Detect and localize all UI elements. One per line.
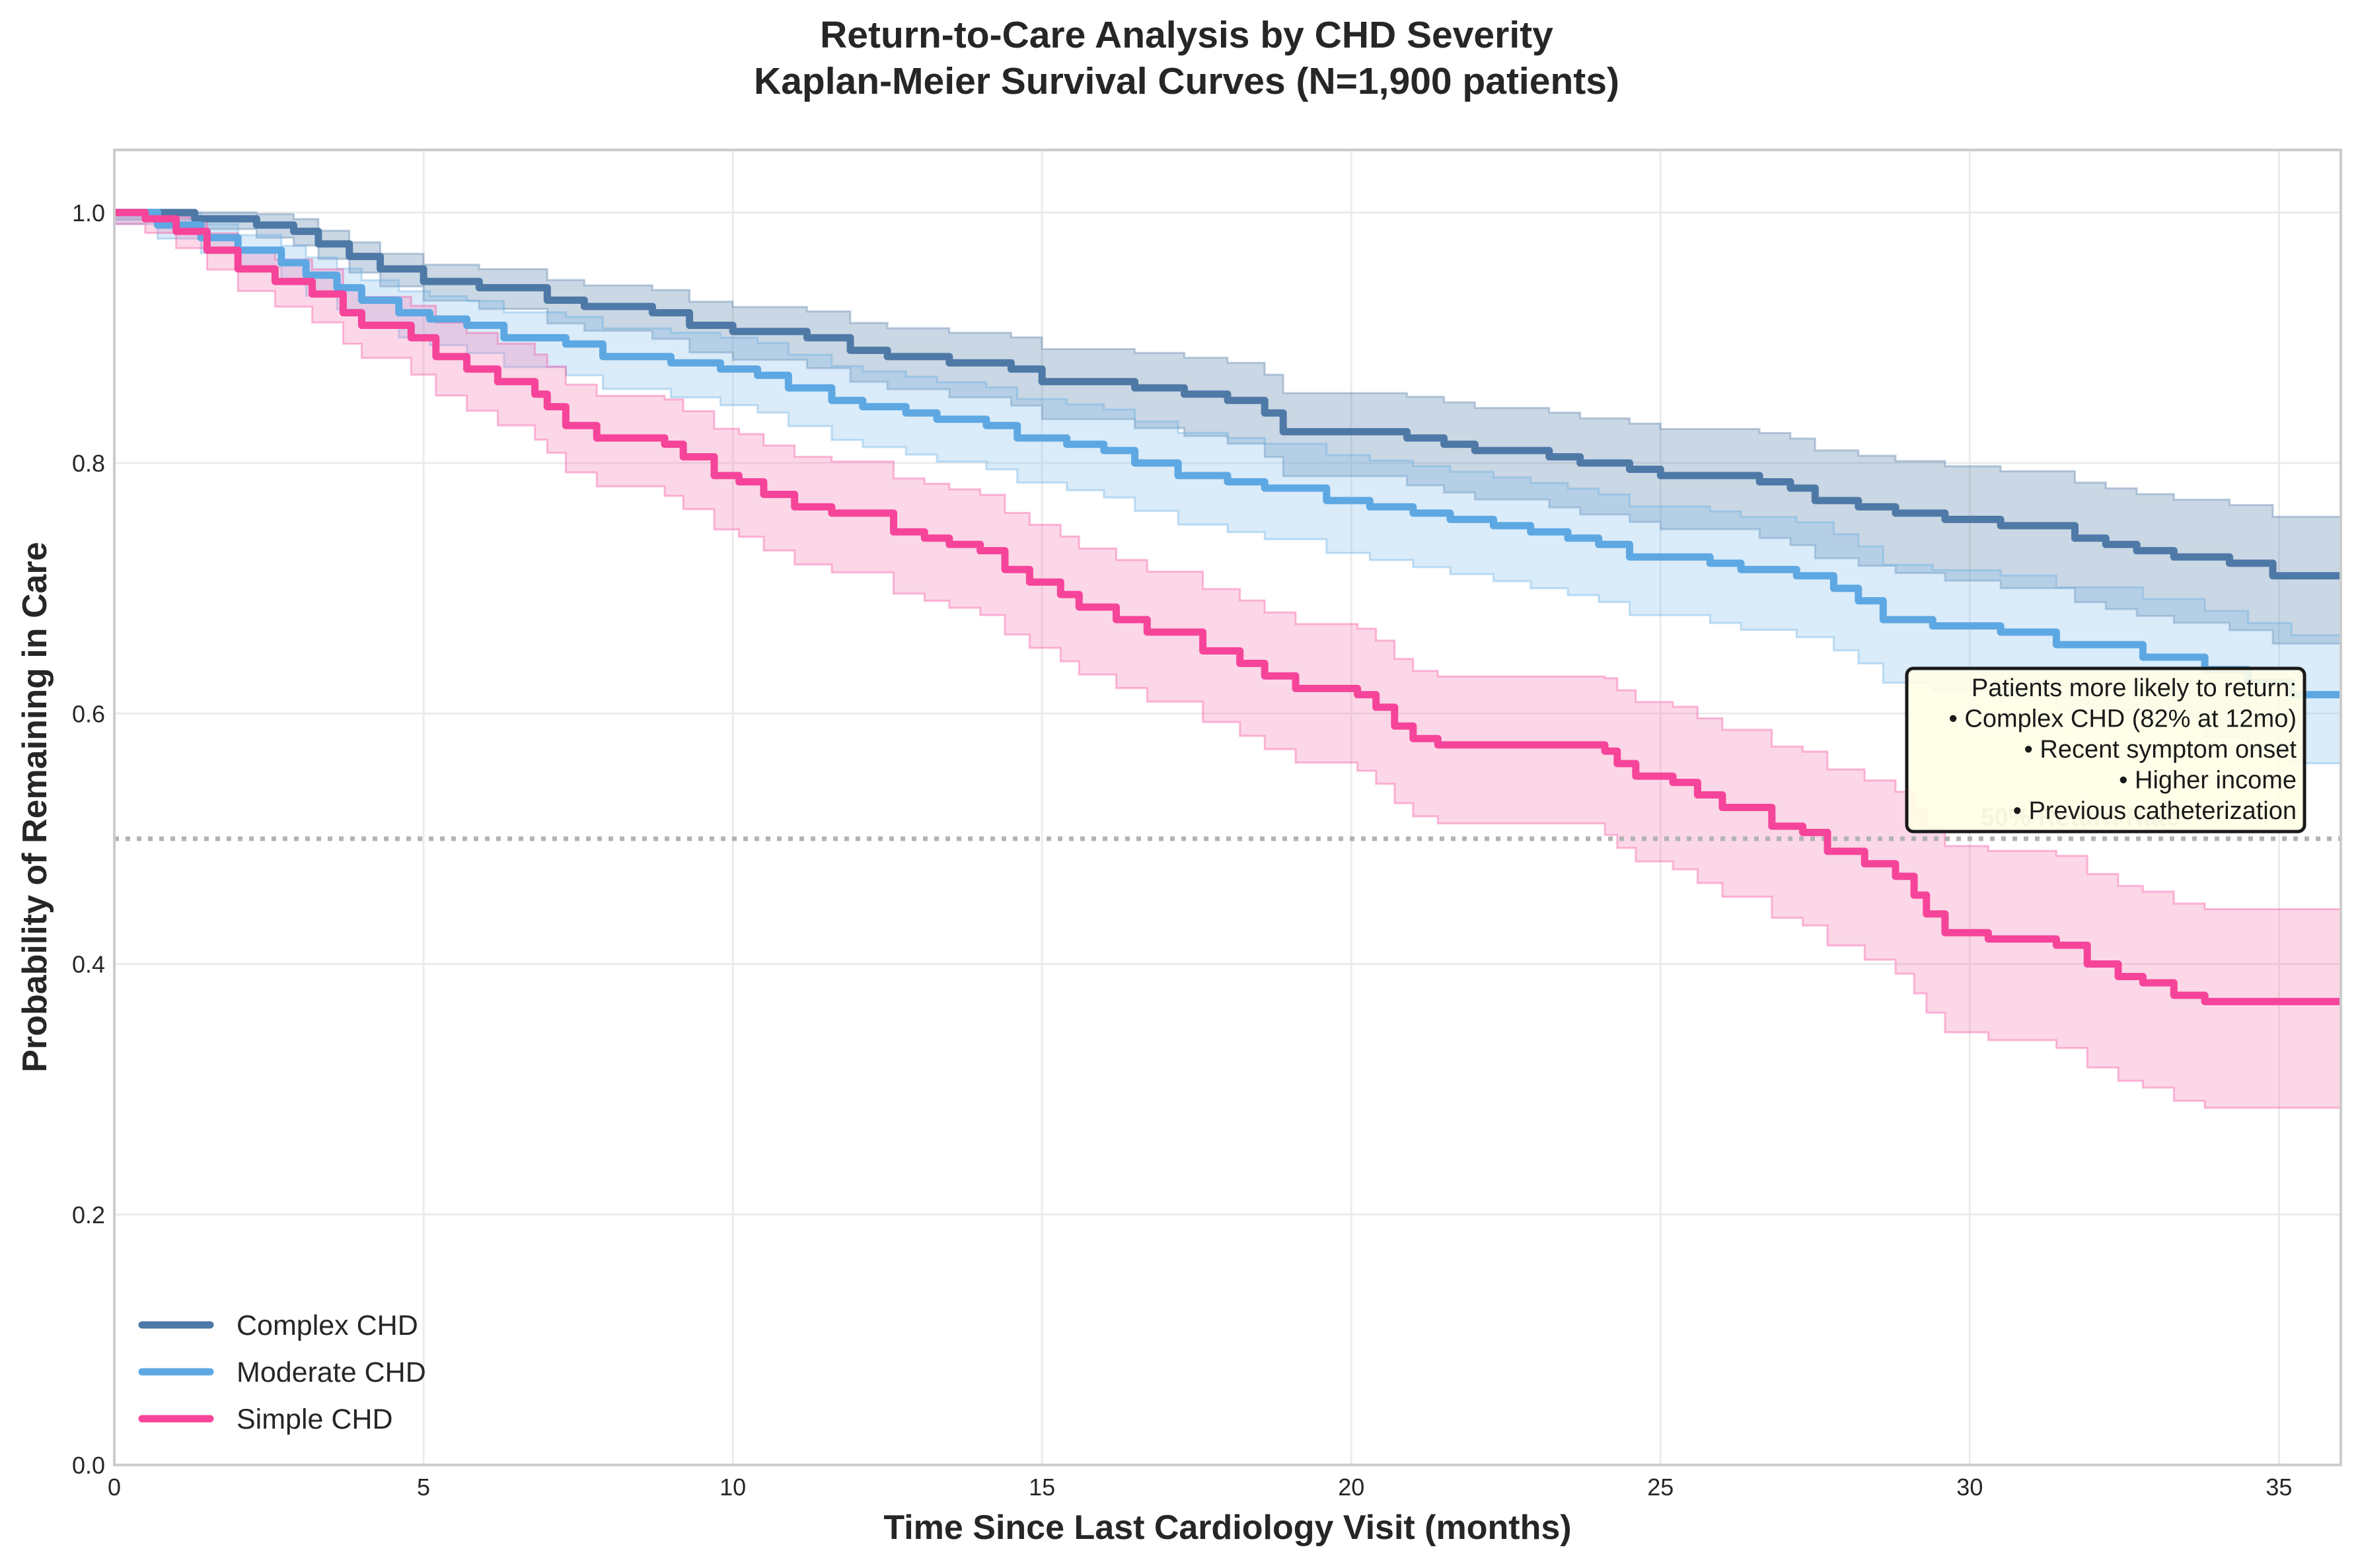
x-tick-label: 20 <box>1338 1474 1364 1501</box>
legend-item: Moderate CHD <box>138 1357 426 1388</box>
annotation-line: • Recent symptom onset <box>2024 736 2297 764</box>
annotation-line: • Higher income <box>2119 767 2297 795</box>
confidence-bands <box>113 211 2342 1109</box>
y-tick-label: 1.0 <box>72 199 105 227</box>
legend-label: Complex CHD <box>237 1310 418 1341</box>
y-tick-label: 0.2 <box>72 1201 105 1229</box>
x-axis-ticks: 0 5 10 15 20 25 30 35 <box>108 1474 2292 1501</box>
y-axis-label: Probability of Remaining in Care <box>16 542 54 1072</box>
ci-band-complex-chd <box>113 211 2342 645</box>
x-tick-label: 15 <box>1029 1474 1055 1501</box>
y-tick-label: 0.6 <box>72 700 105 727</box>
ci-band-simple-chd <box>113 211 2342 1109</box>
y-axis-ticks: 0.0 0.2 0.4 0.6 0.8 1.0 <box>72 199 105 1479</box>
x-tick-label: 5 <box>417 1474 430 1501</box>
y-tick-label: 0.4 <box>72 951 105 978</box>
legend-label: Simple CHD <box>237 1404 393 1435</box>
legend-item: Complex CHD <box>138 1310 418 1341</box>
chart-subtitle: Kaplan-Meier Survival Curves (N=1,900 pa… <box>754 60 1619 102</box>
y-tick-label: 0.8 <box>72 450 105 477</box>
annotation-box: Patients more likely to return: • Complex… <box>1905 666 2306 834</box>
legend: Complex CHD Moderate CHD Simple CHD <box>138 1310 426 1435</box>
x-tick-label: 30 <box>1956 1474 1983 1501</box>
annotation-background <box>1905 666 2306 834</box>
chart-title: Return-to-Care Analysis by CHD Severity <box>820 14 1553 56</box>
axes-frame <box>113 149 2342 1466</box>
legend-label: Moderate CHD <box>237 1357 426 1388</box>
x-tick-label: 35 <box>2266 1474 2292 1501</box>
curve-moderate-chd <box>114 209 2341 699</box>
curve-complex-chd <box>114 209 2341 580</box>
annotation-line: • Previous catheterization <box>2013 797 2297 825</box>
annotation-text: Patients more likely to return: • Complex… <box>1949 674 2297 825</box>
annotation-line: • Complex CHD (82% at 12mo) <box>1949 705 2297 733</box>
x-axis-label: Time Since Last Cardiology Visit (months… <box>883 1509 1571 1547</box>
x-tick-label: 0 <box>108 1474 121 1501</box>
x-tick-label: 25 <box>1647 1474 1674 1501</box>
x-tick-label: 10 <box>719 1474 746 1501</box>
annotation-line: Patients more likely to return: <box>1972 674 2297 702</box>
legend-item: Simple CHD <box>138 1404 393 1435</box>
y-tick-label: 0.0 <box>72 1452 105 1479</box>
curve-simple-chd <box>114 209 2341 1005</box>
survival-curves <box>114 209 2341 1005</box>
